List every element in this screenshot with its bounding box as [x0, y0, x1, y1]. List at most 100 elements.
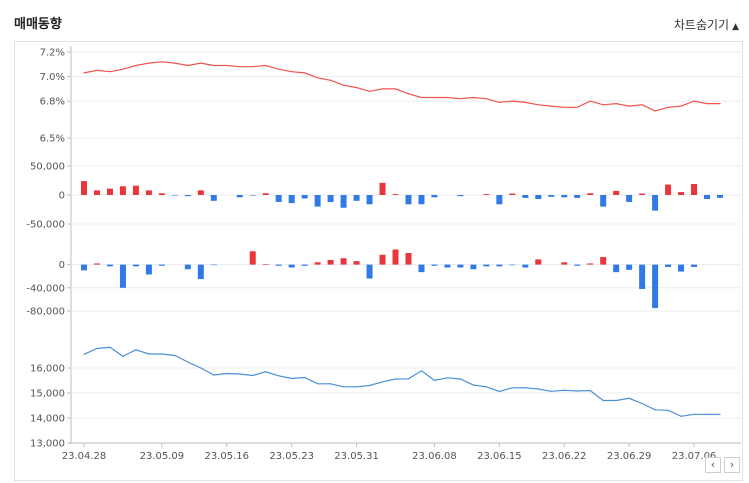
bar [574, 195, 581, 198]
bar [431, 264, 438, 266]
line-point [342, 386, 345, 388]
y-tick-label: -50,000 [26, 220, 65, 231]
bar [158, 264, 165, 266]
bar [288, 195, 295, 204]
hide-chart-button[interactable]: 차트숨기기 ▲ [674, 16, 739, 33]
line-point [524, 101, 526, 103]
bar [197, 264, 204, 280]
bar [132, 185, 139, 195]
line-point [602, 104, 604, 106]
bar [340, 195, 347, 208]
line-point [355, 386, 358, 388]
line-point [511, 100, 513, 102]
line-point [330, 383, 332, 385]
bar [275, 195, 282, 202]
bar [691, 183, 698, 195]
bar [587, 193, 594, 195]
line-point [537, 104, 539, 106]
line-point [109, 346, 111, 348]
y-tick-label: 0 [59, 260, 65, 271]
bar [457, 264, 464, 268]
bar [431, 195, 438, 198]
line-point [563, 106, 565, 108]
line-point [291, 71, 293, 73]
bar [119, 264, 126, 288]
line-point [550, 390, 552, 392]
bar [314, 262, 321, 265]
bar [665, 184, 672, 195]
line-point [252, 374, 254, 377]
line-point [148, 353, 150, 355]
line-point [576, 390, 578, 392]
line-point [368, 90, 371, 92]
bar [483, 194, 490, 195]
bar [145, 264, 152, 275]
bar [509, 193, 516, 195]
line-point [641, 402, 643, 405]
y-tick-label: 50,000 [30, 162, 65, 173]
prev-button[interactable]: ‹ [705, 457, 721, 473]
page-title: 매매동향 [14, 17, 62, 32]
bar [496, 195, 503, 205]
line-point [239, 66, 241, 68]
x-tick-label: 23.06.22 [542, 451, 587, 462]
y-tick-label: 7.0% [40, 72, 65, 83]
bar [353, 261, 360, 265]
bar [678, 192, 685, 195]
line-point [550, 105, 552, 107]
x-tick-label: 23.05.31 [334, 451, 379, 462]
line-point [654, 409, 656, 411]
bar [366, 264, 373, 279]
line-point [706, 103, 708, 105]
line-point [122, 68, 124, 70]
line-point [213, 374, 215, 376]
line-point [524, 387, 526, 389]
x-tick-label: 23.05.09 [140, 451, 185, 462]
line-point [265, 371, 267, 373]
line-point [291, 377, 293, 380]
bar [236, 195, 243, 198]
line-point [407, 93, 410, 95]
line-point [680, 415, 682, 417]
line-point [278, 375, 280, 377]
bar [340, 258, 347, 265]
line-point [589, 389, 591, 392]
line-point [706, 413, 708, 415]
x-tick-label: 23.06.15 [477, 451, 522, 462]
line-point [83, 72, 85, 74]
bar [665, 264, 672, 267]
line-point [161, 353, 163, 355]
next-button[interactable]: › [724, 457, 740, 473]
bar [301, 264, 308, 266]
x-tick-label: 23.05.16 [205, 451, 250, 462]
bar [327, 259, 334, 265]
bar [639, 264, 646, 289]
line-point [278, 68, 280, 70]
line-point [161, 61, 163, 63]
line-point [83, 353, 85, 355]
line-point [148, 62, 150, 64]
bar [613, 264, 620, 273]
bar [548, 195, 555, 197]
bar [600, 257, 607, 265]
line-point [407, 378, 410, 380]
bar [561, 195, 568, 198]
x-tick-label: 23.04.28 [62, 451, 107, 462]
line-point [459, 98, 462, 100]
y-tick-label: 14,000 [30, 414, 65, 425]
bar [210, 195, 217, 201]
line-point [576, 106, 578, 108]
bar [93, 263, 100, 265]
line-point [446, 96, 449, 99]
line-point [472, 384, 474, 386]
y-tick-label: 0 [59, 191, 65, 202]
line-point [719, 413, 721, 415]
line-point [200, 367, 202, 369]
line-point [239, 373, 241, 375]
line-point [615, 399, 617, 402]
line-point [459, 378, 462, 380]
line-point [472, 96, 474, 99]
line-point [537, 388, 539, 390]
line-point [680, 105, 682, 107]
